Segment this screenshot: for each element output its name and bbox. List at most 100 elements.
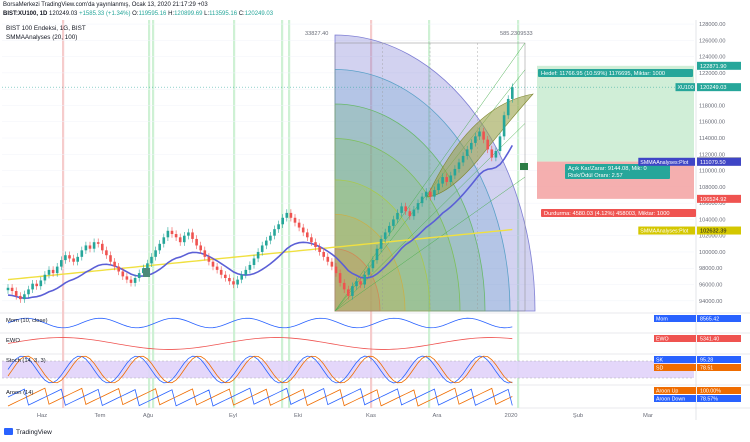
candle-body [80,250,84,257]
highlight-band [62,20,65,408]
gann-label-right: 585.2309533 [500,31,533,37]
stop-label-bg [541,209,696,217]
candle-body [314,242,317,248]
candle-body [195,238,198,246]
price-label: 122871.90 [700,64,726,70]
candle-body [64,255,67,261]
gann-arc [334,103,486,312]
candle-body [310,237,313,243]
gann-label-left: 33827.40 [305,31,328,37]
price-tag-bg [675,83,695,92]
y-tick-label: 126000.00 [699,38,725,44]
candle-body [170,230,174,235]
candle-body [113,261,116,267]
gann-arc [334,179,431,312]
candle-body [449,175,453,182]
aroon-down-value-name: Aroon Down [656,397,685,403]
candle-body [252,258,256,265]
candle-body [412,209,416,217]
candle-body [51,269,55,274]
arrow-marker-icon [520,163,528,170]
candle-body [383,232,387,239]
candle-body [133,278,137,283]
stoch-d-value-val-bg [697,364,741,371]
candle-body [490,149,494,158]
candle-body [244,269,248,275]
price-tag-label: SMMAAnalyses:Plot [640,229,689,235]
candle-body [27,289,30,295]
candle-body [355,281,358,287]
candle-body [88,245,92,249]
mom-value-val-bg [697,315,741,322]
candle-body [297,222,301,228]
stoch-k-value-value: 95.28 [700,358,713,364]
candle-body [137,273,141,279]
x-tick-label: Haz [37,413,47,419]
candle-body [14,291,18,296]
candle-body [55,266,59,274]
candle-body [453,168,457,176]
chart-legend: BIST 100 Endeksi, 1G, BIST SMMAAnalyses … [6,24,86,42]
candle-body [301,227,305,233]
stoch-d-value-value: 78.51 [700,366,713,372]
target-label: Hedef: 11766.95 (10.59%) 1176695, Miktar… [541,71,665,77]
candle-body [187,232,190,236]
price-label: 111079.50 [700,160,726,166]
footer-brand[interactable]: TradingView [4,428,52,436]
stoch-band [2,361,694,378]
price-label: 106524.92 [700,197,726,203]
brand-label: TradingView [16,429,52,436]
candle-body [502,115,506,137]
candle-body [129,279,133,283]
x-tick-label: Eyl [229,413,237,419]
candle-body [31,283,34,290]
candle-body [23,294,26,300]
x-tick-label: Eki [294,413,302,419]
candle-body [371,260,375,269]
candle-body [39,280,43,287]
pnl-label-2-bg [565,171,670,179]
open-value: 119595.16 [138,11,167,17]
ewo-value-bg [654,335,696,342]
candle-body [35,283,38,287]
ewo-pane-title: EWO [6,338,20,344]
candle-body [269,235,272,241]
candle-body [162,237,166,244]
y-tick-label: 118000.00 [699,103,725,109]
x-tick-label: 2020 [505,413,518,419]
price-tag-bg [638,226,695,235]
candle-body [158,243,161,251]
y-tick-label: 112000.00 [699,152,725,158]
ewo-value-name: EWO [656,337,669,343]
candle-body [445,177,448,182]
candle-body [219,269,223,275]
highlight-band [428,20,431,408]
price-label-bg [697,83,741,92]
highlight-band [517,20,520,408]
highlight-band [370,20,373,408]
candle-body [260,245,264,252]
candle-body [396,212,399,220]
gann-fan-line [334,123,526,312]
profit-zone [537,65,694,162]
symbol-label: BIST:XU100, 1D [3,11,48,17]
y-tick-label: 114000.00 [699,136,725,142]
candle-body [47,269,51,275]
candle-body [322,251,325,257]
candle-body [367,268,371,275]
price-tag-bg [638,157,695,166]
candle-body [330,261,334,267]
price-label-bg [697,226,741,235]
candle-body [285,212,289,218]
candle-body [277,224,280,230]
legend-title: BIST 100 Endeksi, 1G, BIST [6,25,86,32]
candle-body [265,240,268,246]
candle-body [342,282,346,290]
candle-body [174,234,178,238]
price-tag-label: XU100 [678,85,694,91]
candle-body [183,235,186,243]
candle-body [433,190,436,197]
mom-value-value: 8565.42 [700,317,719,323]
price-tag-label: SMMAAnalyses:Plot [640,160,689,166]
